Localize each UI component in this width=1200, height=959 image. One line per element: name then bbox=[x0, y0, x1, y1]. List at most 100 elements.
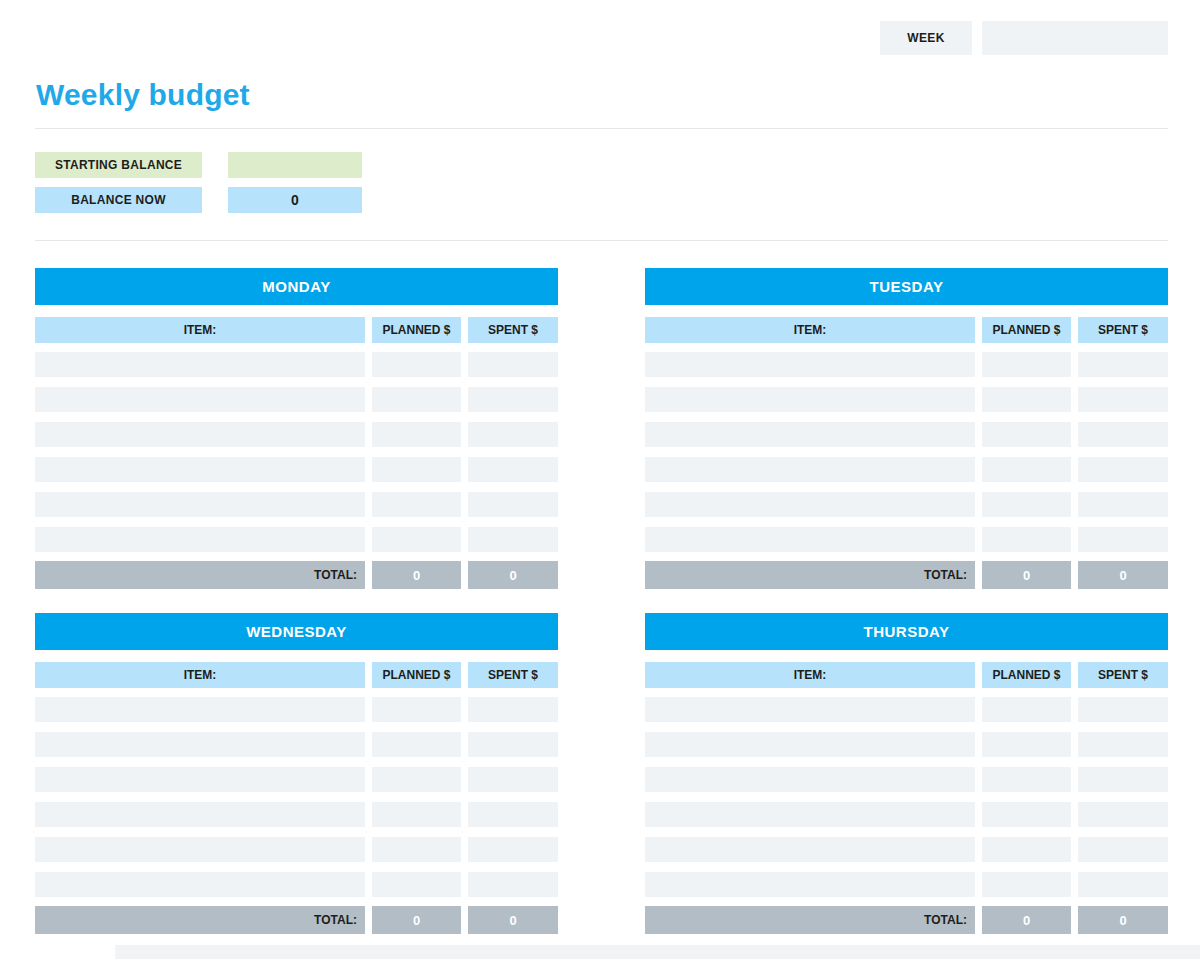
table-row bbox=[645, 697, 1168, 722]
table-row bbox=[35, 767, 558, 792]
planned-cell[interactable] bbox=[372, 492, 461, 517]
spent-cell[interactable] bbox=[468, 352, 558, 377]
table-row bbox=[645, 352, 1168, 377]
item-cell[interactable] bbox=[35, 492, 365, 517]
column-header-row: ITEM: PLANNED $ SPENT $ bbox=[645, 662, 1168, 688]
spent-cell[interactable] bbox=[468, 492, 558, 517]
day-rows bbox=[645, 697, 1168, 897]
planned-cell[interactable] bbox=[372, 767, 461, 792]
spent-column-header: SPENT $ bbox=[468, 317, 558, 343]
planned-cell[interactable] bbox=[982, 837, 1071, 862]
spent-cell[interactable] bbox=[468, 872, 558, 897]
spent-cell[interactable] bbox=[1078, 352, 1168, 377]
table-row bbox=[35, 837, 558, 862]
planned-cell[interactable] bbox=[982, 802, 1071, 827]
item-cell[interactable] bbox=[645, 732, 975, 757]
item-cell[interactable] bbox=[35, 697, 365, 722]
spent-cell[interactable] bbox=[1078, 457, 1168, 482]
spent-cell[interactable] bbox=[1078, 767, 1168, 792]
spent-cell[interactable] bbox=[468, 732, 558, 757]
page-title: Weekly budget bbox=[36, 78, 250, 112]
item-cell[interactable] bbox=[645, 387, 975, 412]
item-cell[interactable] bbox=[645, 872, 975, 897]
planned-cell[interactable] bbox=[372, 732, 461, 757]
item-cell[interactable] bbox=[645, 457, 975, 482]
spent-cell[interactable] bbox=[1078, 837, 1168, 862]
table-row bbox=[35, 387, 558, 412]
balance-now-label: BALANCE NOW bbox=[35, 187, 202, 213]
item-cell[interactable] bbox=[645, 802, 975, 827]
planned-cell[interactable] bbox=[982, 767, 1071, 792]
spent-cell[interactable] bbox=[468, 802, 558, 827]
planned-cell[interactable] bbox=[372, 352, 461, 377]
spent-cell[interactable] bbox=[1078, 387, 1168, 412]
planned-cell[interactable] bbox=[372, 697, 461, 722]
item-cell[interactable] bbox=[35, 457, 365, 482]
item-cell[interactable] bbox=[35, 767, 365, 792]
item-cell[interactable] bbox=[35, 387, 365, 412]
spent-cell[interactable] bbox=[1078, 527, 1168, 552]
total-spent-value: 0 bbox=[1078, 906, 1168, 934]
starting-balance-cell[interactable] bbox=[228, 152, 362, 178]
item-cell[interactable] bbox=[645, 837, 975, 862]
item-cell[interactable] bbox=[35, 872, 365, 897]
spent-cell[interactable] bbox=[1078, 802, 1168, 827]
spent-cell[interactable] bbox=[468, 837, 558, 862]
divider bbox=[35, 128, 1168, 129]
item-cell[interactable] bbox=[645, 527, 975, 552]
table-row bbox=[645, 492, 1168, 517]
planned-cell[interactable] bbox=[372, 802, 461, 827]
week-label: WEEK bbox=[880, 21, 972, 55]
day-header: WEDNESDAY bbox=[35, 613, 558, 650]
spent-column-header: SPENT $ bbox=[468, 662, 558, 688]
item-cell[interactable] bbox=[35, 837, 365, 862]
planned-column-header: PLANNED $ bbox=[372, 317, 461, 343]
item-cell[interactable] bbox=[645, 697, 975, 722]
spent-cell[interactable] bbox=[1078, 492, 1168, 517]
planned-cell[interactable] bbox=[982, 492, 1071, 517]
table-row bbox=[35, 527, 558, 552]
item-cell[interactable] bbox=[645, 767, 975, 792]
total-spent-value: 0 bbox=[468, 906, 558, 934]
planned-cell[interactable] bbox=[372, 837, 461, 862]
planned-cell[interactable] bbox=[982, 697, 1071, 722]
item-cell[interactable] bbox=[645, 422, 975, 447]
table-row bbox=[645, 387, 1168, 412]
planned-cell[interactable] bbox=[982, 872, 1071, 897]
spent-cell[interactable] bbox=[1078, 732, 1168, 757]
item-cell[interactable] bbox=[35, 422, 365, 447]
spent-cell[interactable] bbox=[468, 422, 558, 447]
planned-cell[interactable] bbox=[372, 422, 461, 447]
table-row bbox=[645, 457, 1168, 482]
spent-cell[interactable] bbox=[1078, 422, 1168, 447]
planned-cell[interactable] bbox=[372, 872, 461, 897]
planned-cell[interactable] bbox=[982, 422, 1071, 447]
spent-cell[interactable] bbox=[468, 767, 558, 792]
week-value-cell[interactable] bbox=[982, 21, 1168, 55]
item-cell[interactable] bbox=[35, 352, 365, 377]
spent-cell[interactable] bbox=[468, 457, 558, 482]
table-row bbox=[35, 352, 558, 377]
item-cell[interactable] bbox=[645, 492, 975, 517]
planned-cell[interactable] bbox=[982, 352, 1071, 377]
planned-cell[interactable] bbox=[372, 527, 461, 552]
item-cell[interactable] bbox=[645, 352, 975, 377]
total-label: TOTAL: bbox=[35, 906, 365, 934]
planned-cell[interactable] bbox=[372, 457, 461, 482]
spent-cell[interactable] bbox=[468, 527, 558, 552]
item-cell[interactable] bbox=[35, 732, 365, 757]
spent-cell[interactable] bbox=[1078, 872, 1168, 897]
planned-cell[interactable] bbox=[982, 732, 1071, 757]
planned-cell[interactable] bbox=[372, 387, 461, 412]
table-row bbox=[645, 527, 1168, 552]
spent-cell[interactable] bbox=[468, 387, 558, 412]
day-header: THURSDAY bbox=[645, 613, 1168, 650]
item-cell[interactable] bbox=[35, 527, 365, 552]
planned-cell[interactable] bbox=[982, 457, 1071, 482]
item-cell[interactable] bbox=[35, 802, 365, 827]
spent-cell[interactable] bbox=[1078, 697, 1168, 722]
total-planned-value: 0 bbox=[372, 906, 461, 934]
spent-cell[interactable] bbox=[468, 697, 558, 722]
planned-cell[interactable] bbox=[982, 527, 1071, 552]
planned-cell[interactable] bbox=[982, 387, 1071, 412]
